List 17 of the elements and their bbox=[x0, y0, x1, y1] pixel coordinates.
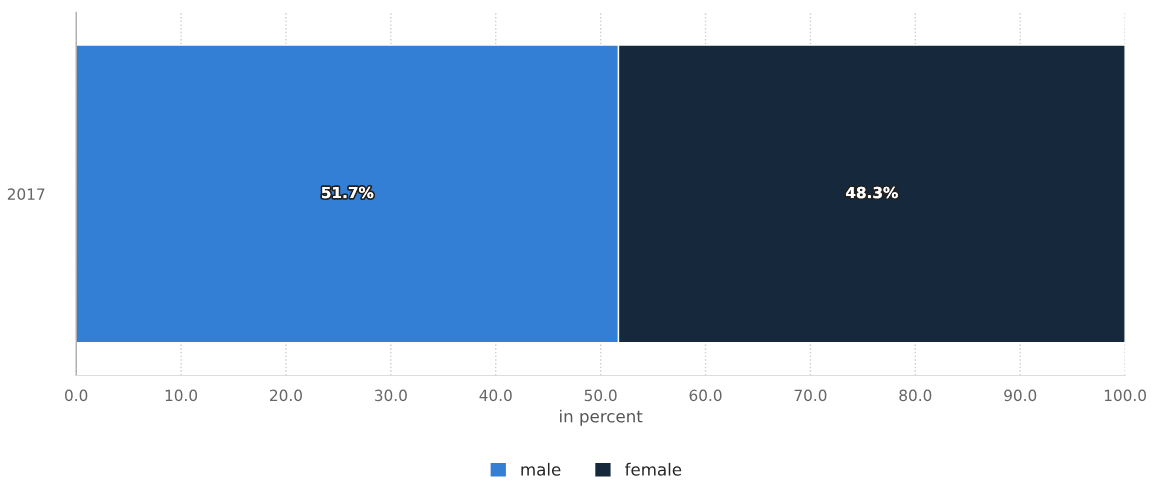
x-axis-title: in percent bbox=[560, 409, 643, 426]
x-tick-label: 20.0 bbox=[270, 389, 302, 402]
x-tick-label: 50.0 bbox=[584, 389, 617, 402]
x-tick-label: 0.0 bbox=[65, 389, 88, 402]
data-label: 51.7% bbox=[322, 186, 374, 199]
y-tick-label: 2017 bbox=[7, 188, 45, 200]
x-tick-label: 80.0 bbox=[899, 389, 932, 402]
x-tick-label: 30.0 bbox=[375, 389, 407, 402]
legend-label: female bbox=[624, 462, 682, 476]
x-tick-label: 70.0 bbox=[794, 389, 827, 402]
x-tick-label: 40.0 bbox=[479, 389, 512, 402]
x-tick-label: 10.0 bbox=[165, 389, 198, 402]
x-tick-label: 60.0 bbox=[689, 389, 722, 402]
x-tick-label: 90.0 bbox=[1004, 389, 1037, 402]
x-tick-label: 100.0 bbox=[1104, 389, 1146, 402]
legend-label: male bbox=[521, 462, 561, 476]
data-label: 48.3% bbox=[845, 186, 898, 199]
